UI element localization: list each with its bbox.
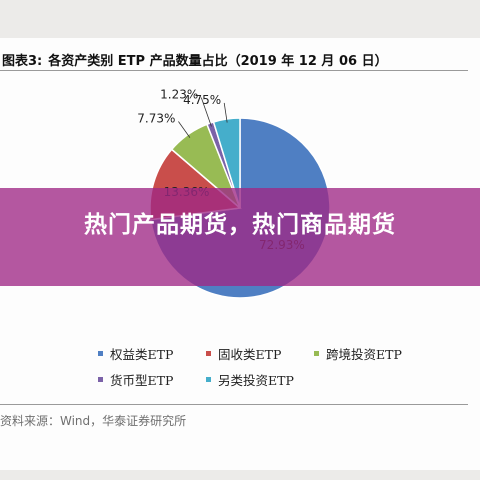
legend-label: 货币型ETP [110,372,174,388]
data-label-cross-border: 7.73% [137,111,175,125]
legend-item-alternative: 另类投资ETP [206,370,314,389]
title-rule [0,70,468,71]
legend-label: 另类投资ETP [218,372,294,388]
legend-label: 权益类ETP [110,346,174,362]
legend-row: 货币型ETP 另类投资ETP [98,366,458,392]
legend-item-money-market: 货币型ETP [98,370,206,389]
overlay-banner: 热门产品期货，热门商品期货 [0,188,480,286]
legend-swatch [98,350,103,356]
banner-title: 热门产品期货，热门商品期货 [84,212,396,238]
legend-swatch [206,376,211,382]
data-label-alternative: 4.75% [183,93,221,107]
legend-row: 权益类ETP 固收类ETP 跨境投资ETP [98,340,458,366]
legend-swatch [98,376,103,382]
leader-line [200,97,212,127]
figure-title: 图表3: 各资产类别 ETP 产品数量占比（2019 年 12 月 06 日） [2,50,394,69]
source-rule [0,404,468,405]
leader-line [223,102,228,123]
data-label-money-market: 1.23% [160,88,198,102]
legend-item-equity: 权益类ETP [98,344,206,363]
legend-item-cross-border: 跨境投资ETP [314,344,434,363]
legend-label: 固收类ETP [218,346,282,362]
leader-line [178,121,191,138]
legend-swatch [314,350,319,356]
figure-label: 图表3: [2,54,43,69]
figure-title-text: 各资产类别 ETP 产品数量占比（2019 年 12 月 06 日） [48,54,388,69]
legend-swatch [206,350,211,356]
source-note: 资料来源：Wind，华泰证券研究所 [0,414,187,428]
legend-label: 跨境投资ETP [326,346,402,362]
legend: 权益类ETP 固收类ETP 跨境投资ETP 货币型ETP 另类投资ETP [98,340,458,392]
legend-item-fixed-income: 固收类ETP [206,344,314,363]
